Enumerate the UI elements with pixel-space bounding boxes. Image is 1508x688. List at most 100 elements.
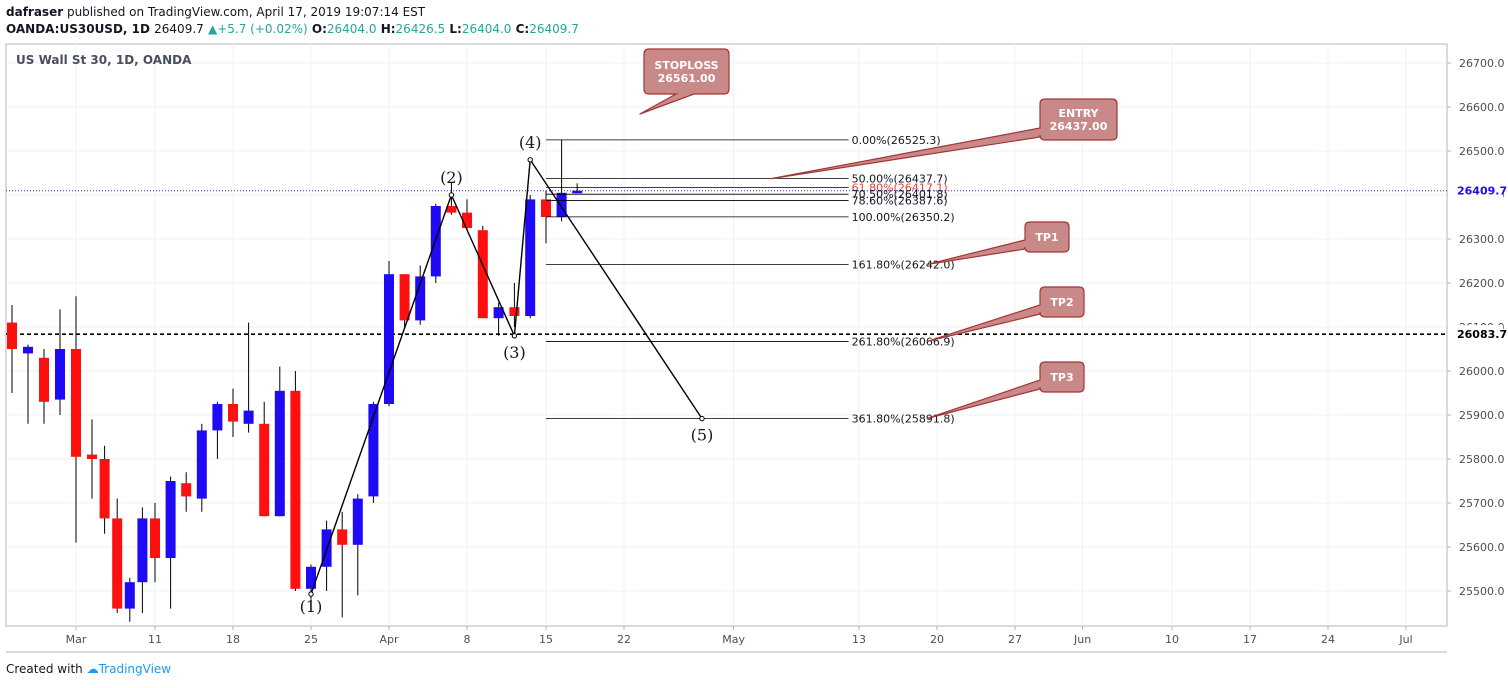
callout-entry-box[interactable] — [770, 98, 1118, 180]
wave-label: (5) — [691, 426, 714, 445]
candle-body — [509, 307, 520, 316]
wave-point[interactable] — [308, 591, 314, 597]
fib-level-label: 361.80%(25891.8) — [852, 413, 955, 426]
callout-tp3-text: TP3 — [1050, 371, 1073, 384]
candle-body — [541, 199, 551, 217]
x-tick-label: 24 — [1321, 633, 1335, 646]
callout-tp3-box[interactable] — [926, 361, 1085, 420]
candle-body — [462, 212, 472, 228]
callout-tp1-box[interactable] — [926, 221, 1070, 266]
callout-tp2-box[interactable] — [926, 286, 1085, 343]
tradingview-brand[interactable]: TradingView — [98, 662, 172, 676]
x-tick-label: 20 — [930, 633, 944, 646]
candle-body — [7, 322, 17, 349]
candle-body — [477, 230, 488, 319]
y-tick-label: 26200.0 — [1459, 277, 1505, 290]
close-value: 26409.7 — [529, 22, 579, 36]
price-change: +5.7 (+0.02%) — [217, 22, 308, 36]
candle-body — [137, 518, 148, 583]
fibonacci-extension[interactable]: 0.00%(26525.3) 50.00%(26437.7)61.80%(2641… — [546, 134, 955, 426]
wave-point[interactable] — [511, 333, 518, 339]
y-tick-label: 26300.0 — [1459, 233, 1505, 246]
wave-point[interactable] — [448, 192, 455, 198]
candle-body — [572, 190, 583, 194]
candle-body — [150, 518, 160, 558]
low-label: L: — [449, 22, 462, 36]
candle-body — [368, 404, 379, 497]
fib-level-label: 70.50%(26401.8) — [852, 188, 948, 201]
fib-level-label: 161.80%(26242.0) — [852, 259, 955, 272]
chart-title: US Wall St 30, 1D, OANDA — [16, 53, 192, 67]
candle-body — [181, 483, 192, 497]
y-tick-label: 26000.0 — [1459, 365, 1505, 378]
current-price-label-bg — [1448, 181, 1503, 200]
candle-body — [384, 274, 394, 404]
plot-area[interactable] — [5, 43, 1448, 627]
y-tick-label: 26700.0 — [1459, 57, 1505, 70]
wave-label: (3) — [503, 343, 526, 362]
x-tick-label: Mar — [66, 633, 87, 646]
hline-price-label-bg — [1448, 325, 1503, 344]
high-label: H: — [380, 22, 396, 36]
candle-body — [290, 390, 301, 589]
x-tick-label: Apr — [379, 633, 399, 646]
candle-body — [124, 582, 135, 609]
callout-tp1-text: TP1 — [1035, 231, 1058, 244]
callout-tp2-text: TP2 — [1050, 296, 1073, 309]
candle-body — [39, 357, 49, 402]
price-axis[interactable]: 25500.0 25600.0 25700.0 25800.0 25900.0 26000… — [1447, 57, 1507, 598]
x-tick-label: 13 — [852, 633, 866, 646]
x-tick-label: 18 — [226, 633, 240, 646]
x-tick-label: 22 — [617, 633, 631, 646]
fib-level-label: 0.00%(26525.3) — [852, 134, 941, 147]
callout-entry-text: ENTRY — [1058, 107, 1099, 120]
wave-label: (4) — [519, 133, 542, 152]
candle-body — [306, 566, 316, 589]
current-price-label: 26409.7 — [1457, 185, 1507, 198]
candle-body — [415, 276, 426, 321]
candle-body — [274, 390, 285, 517]
candle-body — [352, 498, 363, 545]
low-value: 26404.0 — [461, 22, 512, 36]
y-tick-label: 25900.0 — [1459, 409, 1505, 422]
callout-stoploss-text: 26561.00 — [658, 72, 716, 85]
candle-body — [196, 430, 207, 499]
horizontal-lines — [6, 190, 1447, 335]
high-value: 26426.5 — [395, 22, 446, 36]
x-tick-label: 15 — [539, 633, 553, 646]
wave-point[interactable] — [699, 415, 705, 422]
last-price: 26409.7 — [154, 22, 204, 36]
fib-level-label: 61.80%(26417.1) — [852, 181, 948, 194]
candle-body — [525, 199, 536, 316]
y-tick-label: 25800.0 — [1459, 453, 1505, 466]
time-axis[interactable]: Mar 11 18 25 Apr 8 15 22 May 13 20 27 Jun 10 17 24 Jul — [6, 626, 1447, 653]
y-tick-label: 25700.0 — [1459, 497, 1505, 510]
symbol-ohlc-line: OANDA:US30USD, 1D 26409.7 ▲+5.7 (+0.02%)… — [6, 22, 579, 36]
y-tick-label: 26600.0 — [1459, 101, 1505, 114]
candle-body — [212, 404, 223, 431]
candle-body — [259, 423, 270, 517]
x-tick-label: May — [722, 633, 745, 646]
footer: Created with ☁TradingView — [6, 662, 171, 676]
wave-label: (2) — [440, 168, 463, 187]
candle-body — [399, 274, 410, 321]
publish-text: published on TradingView.com, April 17, … — [66, 5, 426, 19]
callout-stoploss-box[interactable] — [639, 48, 730, 115]
author-name[interactable]: dafraser — [6, 5, 64, 19]
candle-body — [446, 206, 457, 213]
x-tick-label: 17 — [1243, 633, 1257, 646]
up-arrow-icon: ▲ — [207, 22, 218, 36]
candle-body — [493, 307, 504, 319]
fib-level-label: 100.00%(26350.2) — [852, 211, 955, 224]
x-tick-label: Jul — [1398, 633, 1412, 646]
fib-level-label: 261.80%(26066.9) — [852, 336, 955, 349]
fib-level-label: 50.00%(26437.7) — [852, 172, 948, 185]
elliott-waves[interactable]: (1) (2) (3) (4) (5) — [300, 133, 714, 616]
candle-body — [87, 454, 97, 459]
created-with-label: Created with — [6, 662, 83, 676]
candle-body — [337, 529, 348, 545]
candle-body — [71, 349, 81, 457]
wave-point[interactable] — [527, 157, 533, 163]
